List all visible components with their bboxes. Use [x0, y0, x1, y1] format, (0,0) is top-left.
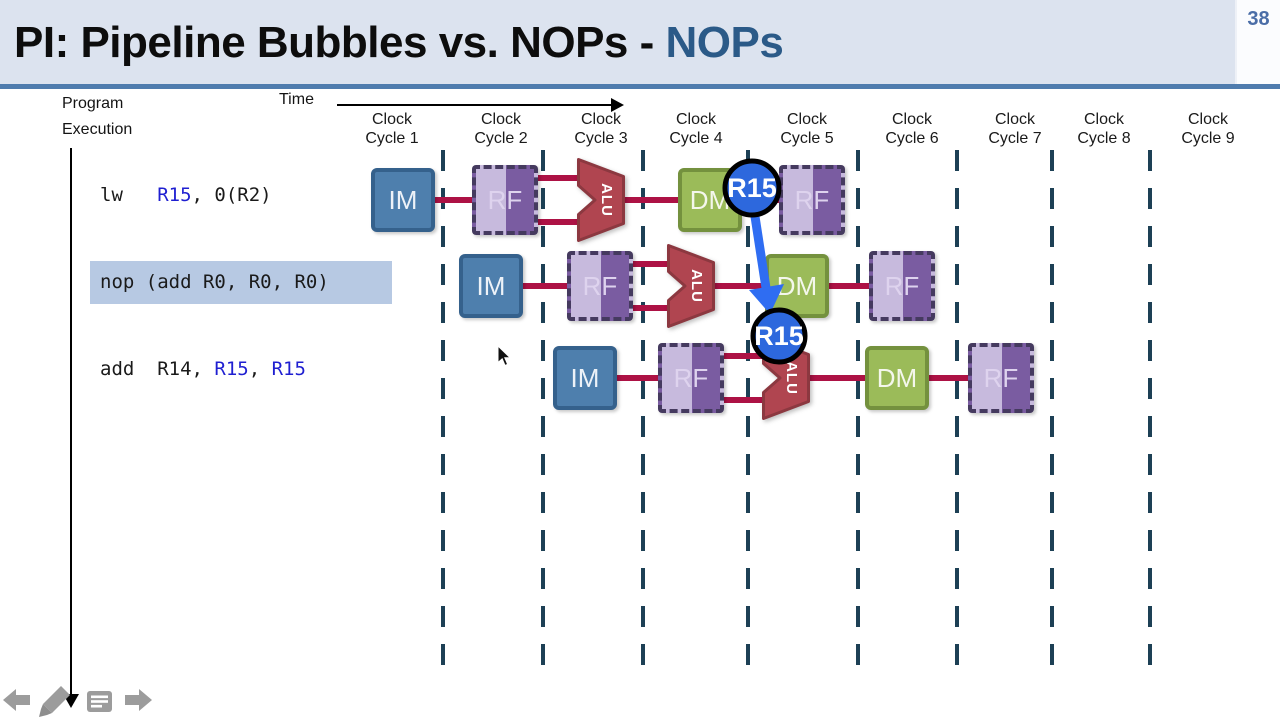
register-operand: R15 [271, 358, 306, 380]
page-number: 38 [1247, 8, 1270, 30]
stage-connector [519, 283, 575, 289]
slide-menu-button[interactable] [87, 691, 113, 713]
clock-cycle-header-3: Clock Cycle 3 [574, 111, 628, 147]
stage-connector [825, 283, 877, 289]
pipeline-stage-im: IM [553, 346, 617, 410]
pipeline-stage-rf: RF [658, 343, 724, 413]
cycle-gridline-5 [856, 150, 860, 682]
instruction-3: add R14, R15, R15 [100, 358, 306, 380]
clock-cycle-header-5: Clock Cycle 5 [780, 111, 834, 147]
cycle-gridline-1 [441, 150, 445, 682]
cycle-gridline-3 [641, 150, 645, 682]
svg-text:ALU: ALU [598, 183, 615, 217]
mouse-cursor-icon [497, 345, 512, 367]
stage-connector [534, 175, 593, 181]
instruction-1: lw R15, 0(R2) [100, 184, 272, 206]
page-number-box: 38 [1235, 0, 1280, 84]
cycle-gridline-7 [1050, 150, 1054, 682]
title-main: PI: Pipeline Bubbles vs. NOPs - [14, 18, 666, 67]
pipeline-stage-rf: RF [779, 165, 845, 235]
cycle-gridline-6 [955, 150, 959, 682]
program-execution-label-line2: Execution [62, 121, 133, 138]
pipeline-stage-dm: DM [765, 254, 829, 318]
clock-cycle-header-1: Clock Cycle 1 [365, 111, 419, 147]
pipeline-stage-im: IM [459, 254, 523, 318]
stage-connector [629, 261, 683, 267]
clock-cycle-header-4: Clock Cycle 4 [669, 111, 723, 147]
program-execution-label-line1: Program [62, 95, 124, 112]
stage-connector [720, 397, 778, 403]
pipeline-stage-alu: ALU [762, 336, 810, 420]
instruction-2: nop (add R0, R0, R0) [90, 261, 392, 304]
stage-connector [720, 353, 778, 359]
pipeline-stage-rf: RF [968, 343, 1034, 413]
svg-text:ALU: ALU [783, 361, 800, 395]
svg-text:ALU: ALU [688, 269, 705, 303]
pen-tool-button[interactable] [38, 685, 74, 718]
clock-cycle-header-6: Clock Cycle 6 [885, 111, 939, 147]
pipeline-stage-im: IM [371, 168, 435, 232]
cycle-gridline-8 [1148, 150, 1152, 682]
stage-connector [431, 197, 480, 203]
clock-cycle-header-9: Clock Cycle 9 [1181, 111, 1235, 147]
pipeline-stage-dm: DM [865, 346, 929, 410]
header-divider [0, 84, 1280, 89]
pipeline-stage-rf: RF [869, 251, 935, 321]
cycle-gridline-4 [746, 150, 750, 682]
time-label: Time [279, 91, 314, 108]
pipeline-stage-dm: DM [678, 168, 742, 232]
pipeline-stage-rf: RF [472, 165, 538, 235]
slide-title: PI: Pipeline Bubbles vs. NOPs - NOPs [14, 0, 784, 84]
time-axis-arrowhead-icon [611, 98, 624, 112]
register-operand: R15 [157, 184, 192, 206]
register-operand: R15 [214, 358, 249, 380]
stage-connector [711, 283, 773, 289]
stage-connector [629, 305, 683, 311]
clock-cycle-header-8: Clock Cycle 8 [1077, 111, 1131, 147]
slide-header: PI: Pipeline Bubbles vs. NOPs - NOPs 38 [0, 0, 1280, 84]
title-accent: NOPs [665, 18, 784, 67]
pipeline-stage-rf: RF [567, 251, 633, 321]
clock-cycle-header-7: Clock Cycle 7 [988, 111, 1042, 147]
stage-connector [925, 375, 976, 381]
time-axis-arrow [337, 104, 611, 106]
stage-connector [613, 375, 666, 381]
previous-slide-button[interactable] [3, 689, 30, 711]
stage-connector [534, 219, 593, 225]
pipeline-stage-alu: ALU [667, 244, 715, 328]
clock-cycle-header-2: Clock Cycle 2 [474, 111, 528, 147]
pipeline-stage-alu: ALU [577, 158, 625, 242]
next-slide-button[interactable] [125, 689, 152, 711]
cycle-gridline-2 [541, 150, 545, 682]
stage-connector [806, 375, 873, 381]
stage-connector [621, 197, 686, 203]
program-execution-axis-arrow [70, 148, 72, 695]
